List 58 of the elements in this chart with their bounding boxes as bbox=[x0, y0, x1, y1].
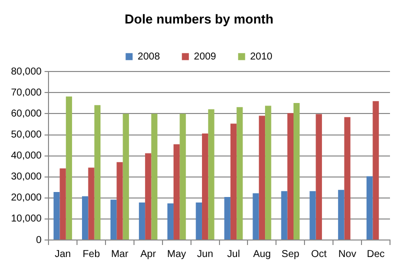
x-tick-label: Nov bbox=[338, 248, 356, 260]
bar bbox=[138, 202, 146, 240]
bar bbox=[180, 114, 186, 240]
x-tick-label: Aug bbox=[253, 248, 271, 260]
bar bbox=[66, 96, 72, 240]
bar bbox=[167, 203, 174, 240]
bar bbox=[310, 191, 316, 240]
bar bbox=[60, 168, 66, 240]
x-tick-label: Mar bbox=[111, 248, 129, 260]
bar bbox=[116, 162, 123, 240]
x-tick-label: Sep bbox=[282, 248, 300, 260]
x-tick-label: Jul bbox=[227, 248, 240, 260]
y-tick-label: 60,000 bbox=[10, 108, 42, 120]
bar bbox=[294, 102, 300, 240]
y-tick-label: 80,000 bbox=[10, 66, 42, 78]
bar bbox=[208, 109, 214, 240]
bar bbox=[338, 190, 344, 240]
bar bbox=[88, 168, 94, 240]
bar bbox=[82, 196, 88, 240]
y-tick-label: 70,000 bbox=[10, 87, 42, 98]
x-tick-label: Dec bbox=[366, 248, 385, 260]
bar bbox=[94, 105, 101, 240]
y-tick-label: 30,000 bbox=[10, 172, 42, 183]
bar bbox=[110, 200, 117, 240]
x-tick-label: Feb bbox=[82, 248, 100, 260]
bar bbox=[316, 114, 322, 240]
y-tick-label: 10,000 bbox=[10, 214, 42, 225]
legend-label: 2009 bbox=[194, 51, 217, 62]
x-tick-label: May bbox=[167, 248, 186, 260]
bar bbox=[252, 193, 259, 240]
bar bbox=[196, 202, 202, 240]
bar bbox=[366, 176, 373, 240]
x-tick-label: Jan bbox=[54, 248, 71, 260]
bar bbox=[236, 107, 243, 240]
bar bbox=[230, 124, 237, 240]
bar bbox=[174, 144, 180, 240]
legend-label: 2010 bbox=[250, 51, 273, 62]
x-tick-label: Jun bbox=[197, 248, 214, 260]
bar bbox=[151, 114, 158, 240]
bar bbox=[265, 106, 272, 240]
bar bbox=[287, 113, 294, 240]
x-tick-label: Apr bbox=[140, 248, 157, 260]
legend-label: 2008 bbox=[138, 51, 160, 62]
bar bbox=[54, 192, 60, 240]
y-tick-label: 50,000 bbox=[10, 130, 42, 140]
bar bbox=[281, 191, 288, 240]
y-tick-label: 40,000 bbox=[10, 150, 42, 162]
chart-title: Dole numbers by month bbox=[124, 11, 274, 26]
bar bbox=[344, 117, 350, 240]
y-tick-label: 20,000 bbox=[10, 192, 42, 204]
bar bbox=[372, 101, 379, 240]
x-tick-label: Oct bbox=[311, 248, 327, 260]
bar bbox=[258, 116, 266, 240]
bar bbox=[122, 114, 129, 240]
bar bbox=[224, 197, 230, 240]
bar bbox=[145, 153, 152, 240]
bar bbox=[202, 133, 208, 240]
y-tick-label: 0 bbox=[36, 234, 42, 246]
